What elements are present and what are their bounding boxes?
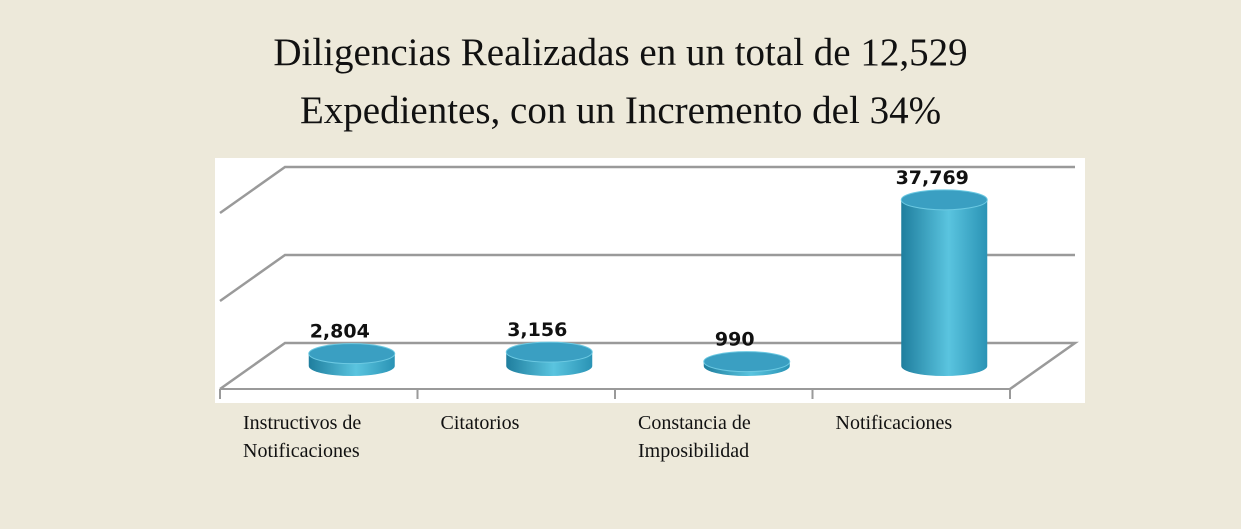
data-label: 990 xyxy=(715,329,755,351)
data-label: 3,156 xyxy=(507,319,567,341)
bar xyxy=(901,199,988,377)
bar-top xyxy=(505,341,593,363)
x-tick-label: Notificaciones xyxy=(835,412,953,434)
x-tick-label: Citatorios xyxy=(440,412,520,434)
bar-top xyxy=(703,351,791,373)
grid-line xyxy=(219,341,1079,391)
data-label: 2,804 xyxy=(310,321,370,343)
x-tick-label: Constancia de Imposibilidad xyxy=(638,412,751,462)
bar-top xyxy=(308,343,396,365)
x-tick-label: Instructivos de Notificaciones xyxy=(243,412,362,462)
chart-title: Diligencias Realizadas en un total de 12… xyxy=(273,31,968,74)
chart-title: Expedientes, con un Incremento del 34% xyxy=(299,89,942,132)
grid-line xyxy=(219,253,1075,303)
grid-line xyxy=(219,165,1075,215)
bar-top xyxy=(900,189,988,211)
data-label: 37,769 xyxy=(896,167,969,189)
